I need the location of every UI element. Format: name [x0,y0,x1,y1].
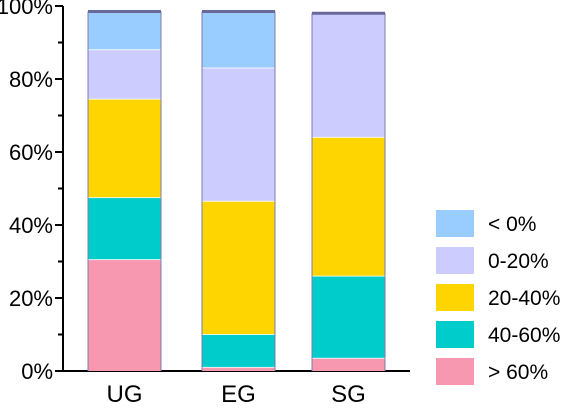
legend-label: > 60% [488,361,548,384]
bar-segment [312,13,385,138]
legend-swatch [436,210,474,237]
bar-segment [202,201,275,335]
legend-label: < 0% [488,213,536,236]
legend-swatch [436,284,474,311]
x-tick-label: EG [221,381,256,408]
x-axis-labels: UG EG SG [107,381,366,408]
bar-segment [312,358,385,371]
y-tick-label: 0% [21,359,53,384]
bar-segment [88,259,161,371]
bar-segment [88,99,161,198]
bar-segment [88,197,161,260]
x-tick-label: UG [107,381,143,408]
y-tick-label: 20% [9,286,53,311]
legend-item: 20-40% [436,284,560,311]
y-tick-label: 40% [9,213,53,238]
y-axis: 0% 20% 40% 60% 80% 100% [0,0,410,384]
legend-label: 40-60% [488,324,560,347]
legend-item: > 60% [436,358,548,385]
bar-sg [311,11,386,371]
legend-item: 0-20% [436,247,549,274]
bar-segment [312,137,385,277]
bar-segment [312,276,385,359]
legend-swatch [436,247,474,274]
y-tick-label: 60% [9,140,53,165]
bar-segment [88,49,161,100]
bar-ug [87,9,162,371]
legend-swatch [436,321,474,348]
y-tick-label: 100% [0,0,53,19]
legend: < 0% 0-20% 20-40% 40-60% > 60% [436,210,560,385]
x-tick-label: SG [331,381,366,408]
legend-swatch [436,358,474,385]
legend-label: 20-40% [488,287,560,310]
legend-item: 40-60% [436,321,560,348]
y-tick-label: 80% [9,67,53,92]
bar-segment [88,11,161,50]
bar-segment [202,334,275,368]
bar-segment [202,11,275,69]
legend-item: < 0% [436,210,536,237]
bars [87,9,386,371]
bar-segment [202,367,275,371]
bar-segment [202,68,275,202]
legend-label: 0-20% [488,250,549,273]
bar-eg [201,9,276,371]
